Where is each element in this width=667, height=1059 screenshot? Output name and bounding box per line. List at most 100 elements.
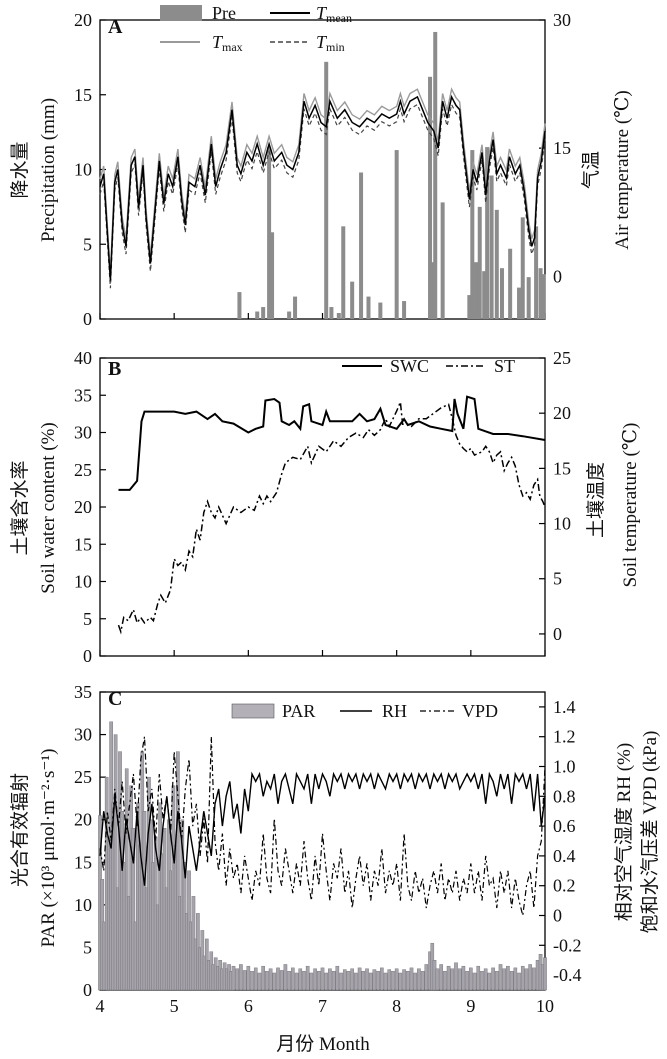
par-bar bbox=[242, 970, 247, 991]
x-tick-label: 5 bbox=[170, 996, 179, 1016]
par-bar bbox=[357, 967, 362, 991]
par-bar bbox=[454, 962, 458, 991]
x-tick-label: 8 bbox=[392, 996, 401, 1016]
pre-bar bbox=[270, 232, 275, 319]
st-line bbox=[117, 401, 546, 635]
par-bar bbox=[372, 969, 377, 991]
legend-pre-swatch bbox=[160, 5, 202, 21]
par-bar bbox=[446, 965, 451, 991]
par-bar bbox=[239, 964, 243, 991]
par-bar bbox=[476, 965, 481, 991]
panel-a-left-label-cn: 降水量 bbox=[9, 141, 31, 198]
par-bar bbox=[261, 965, 265, 991]
par-bar bbox=[335, 965, 340, 991]
par-bar bbox=[491, 967, 495, 991]
par-bar bbox=[279, 970, 284, 991]
x-tick-label: 4 bbox=[96, 996, 105, 1016]
panel-b-left-tick-label: 35 bbox=[74, 385, 92, 405]
panel-b-left-tick-label: 5 bbox=[83, 609, 92, 629]
pre-bar bbox=[526, 277, 531, 319]
legend-vpd-label: VPD bbox=[462, 701, 498, 721]
par-bar bbox=[283, 964, 288, 991]
panel-c-left-tick-label: 20 bbox=[74, 810, 92, 830]
par-bar bbox=[524, 968, 529, 991]
panel-a-left-tick-label: 15 bbox=[74, 85, 92, 105]
chart-marks: 0510152001530051015202530354005101520250… bbox=[74, 10, 582, 1016]
par-bar bbox=[387, 969, 392, 991]
legend-pre-label: Pre bbox=[212, 3, 236, 23]
panel-a-right-tick-label: 15 bbox=[553, 138, 571, 158]
par-bar bbox=[176, 751, 180, 991]
panel-b-right-tick-label: 5 bbox=[553, 569, 562, 589]
pre-bar bbox=[440, 202, 445, 319]
pre-bar bbox=[482, 271, 487, 319]
par-bar bbox=[383, 972, 388, 991]
par-bar bbox=[342, 969, 347, 991]
par-bar bbox=[309, 972, 314, 991]
panel-c-left-tick-label: 15 bbox=[74, 852, 92, 872]
pre-bar bbox=[378, 302, 383, 319]
vpd-line bbox=[99, 736, 546, 916]
panel-a-right-tick-label: 30 bbox=[553, 10, 571, 30]
pre-bar bbox=[489, 175, 494, 319]
par-bar bbox=[361, 971, 366, 991]
panel-b-left-tick-label: 20 bbox=[74, 497, 92, 517]
panel-c-label: C bbox=[108, 688, 122, 710]
par-bar bbox=[405, 971, 410, 991]
pre-bar bbox=[430, 262, 435, 319]
par-bar bbox=[487, 972, 492, 991]
panel-b-left-label-cn: 土壤含水率 bbox=[9, 460, 31, 555]
par-bar bbox=[391, 971, 395, 991]
pre-bar bbox=[237, 292, 242, 319]
pre-bar bbox=[336, 313, 341, 319]
pre-bar bbox=[255, 311, 260, 319]
par-bar bbox=[509, 971, 514, 991]
par-bar bbox=[313, 968, 317, 991]
panel-b-right-tick-label: 25 bbox=[553, 348, 571, 368]
par-bar bbox=[443, 971, 447, 991]
pre-bar bbox=[267, 147, 272, 319]
pre-bar bbox=[366, 296, 371, 319]
pre-bar bbox=[541, 274, 546, 319]
panel-b-left-tick-label: 15 bbox=[74, 534, 92, 554]
par-bar bbox=[402, 969, 406, 991]
par-bar bbox=[380, 967, 384, 991]
par-bar bbox=[276, 967, 280, 991]
panel-b-left-tick-label: 0 bbox=[83, 646, 92, 666]
panel-c-left-tick-label: 35 bbox=[74, 682, 92, 702]
x-tick-label: 7 bbox=[318, 996, 327, 1016]
pre-bar bbox=[520, 217, 525, 319]
pre-bar bbox=[433, 31, 438, 320]
panel-c-right-tick-label: 0 bbox=[553, 906, 562, 926]
pre-bar bbox=[508, 248, 513, 319]
par-bar bbox=[506, 965, 510, 991]
par-bar bbox=[250, 971, 254, 991]
panel-b-left-tick-label: 25 bbox=[74, 460, 92, 480]
pre-bar bbox=[517, 287, 522, 319]
swc-line bbox=[118, 395, 546, 491]
legend-tmean-label: Tmean bbox=[316, 3, 352, 25]
pre-bar bbox=[485, 147, 490, 319]
par-bar bbox=[394, 968, 399, 991]
x-axis-title: 月份 Month bbox=[276, 1033, 370, 1055]
par-bar bbox=[368, 972, 373, 991]
par-bar bbox=[513, 967, 518, 991]
par-bar bbox=[413, 972, 418, 991]
panel-c-left-tick-label: 30 bbox=[74, 725, 92, 745]
pre-bar bbox=[470, 150, 475, 319]
par-bar bbox=[532, 967, 536, 991]
par-bar bbox=[520, 965, 525, 991]
par-bar bbox=[465, 971, 469, 991]
par-bar bbox=[113, 734, 118, 991]
pre-bar bbox=[287, 311, 292, 319]
par-bar bbox=[461, 965, 466, 991]
par-bar bbox=[376, 971, 380, 991]
panel-b-left-tick-label: 40 bbox=[74, 348, 92, 368]
panel-c-right-tick-label: 0.2 bbox=[553, 876, 576, 896]
panel-b-right-label-cn: 土壤温度 bbox=[585, 462, 607, 538]
x-tick-label: 9 bbox=[466, 996, 475, 1016]
par-bar bbox=[439, 964, 443, 991]
par-bar bbox=[528, 964, 532, 991]
panel-c-right-tick-label: 1.2 bbox=[553, 727, 576, 747]
legend-tmax-label: Tmax bbox=[212, 32, 243, 54]
